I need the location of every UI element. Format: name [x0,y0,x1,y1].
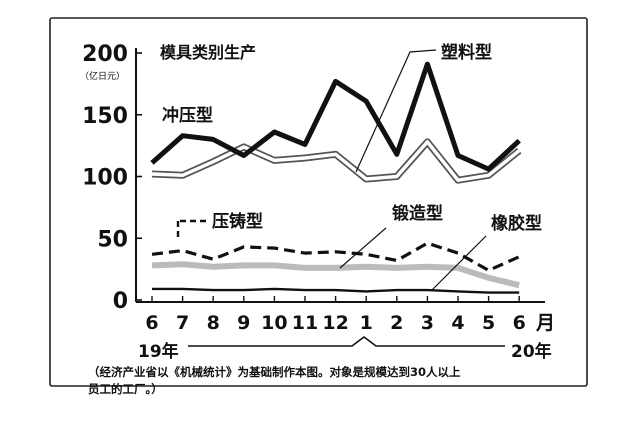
y-tick-label: 50 [97,227,128,252]
leader-line [355,49,437,173]
x-tick-label: 12 [322,312,348,334]
series-label-1: 冲压型 [162,105,213,126]
series-label-4: 锻造型 [392,203,443,224]
year-label-2019: 19年 [138,341,179,362]
x-tick-label: 9 [237,312,250,334]
series-layer [150,61,522,294]
series-line-1 [150,61,521,172]
x-tick-label: 2 [390,312,403,334]
y-unit-label: （亿日元） [80,70,125,82]
series-line-2 [151,140,521,182]
year-divider-bracket [188,336,505,347]
x-tick-label: 3 [421,312,434,334]
chart-frame [49,17,588,387]
x-tick-label: 8 [207,312,220,334]
x-tick-label: 11 [292,312,318,334]
y-tick-label: 200 [82,42,128,67]
x-tick-labels: 6 7 8 9 10 11 12 1 2 3 4 5 6 [145,296,526,334]
x-tick-label: 6 [145,312,158,334]
x-tick-label: 10 [261,312,287,334]
chart-title: 模具类别生产 [160,43,256,62]
leader-line [339,227,387,269]
x-tick-label: 4 [451,312,464,334]
y-tick-label: 100 [82,166,128,191]
label-leader-lines [176,49,487,291]
leader-line [431,235,487,291]
series-label-3: 压铸型 [212,211,263,232]
x-tick-label: 5 [482,312,495,334]
series-line-5 [152,287,520,294]
x-unit-label: 月 [535,312,555,334]
y-tick-labels: 0 50 100 150 200 [82,42,142,314]
footnote-line-2: 员工的工厂。） [88,382,163,396]
series-line-3 [151,241,520,272]
y-tick-label: 150 [82,104,128,129]
year-label-2020: 20年 [511,341,552,362]
x-tick-label: 7 [176,312,189,334]
series-label-2: 塑料型 [441,42,492,63]
footnote-line-1: （经济产业省以《机械统计》为基础制作本图。对象是规模达到30人以上 [88,365,461,379]
x-tick-label: 1 [360,312,373,334]
series-label-5: 橡胶型 [491,213,542,234]
x-tick-label: 6 [513,312,526,334]
y-tick-label: 0 [113,289,128,314]
series-line-4 [151,261,520,289]
